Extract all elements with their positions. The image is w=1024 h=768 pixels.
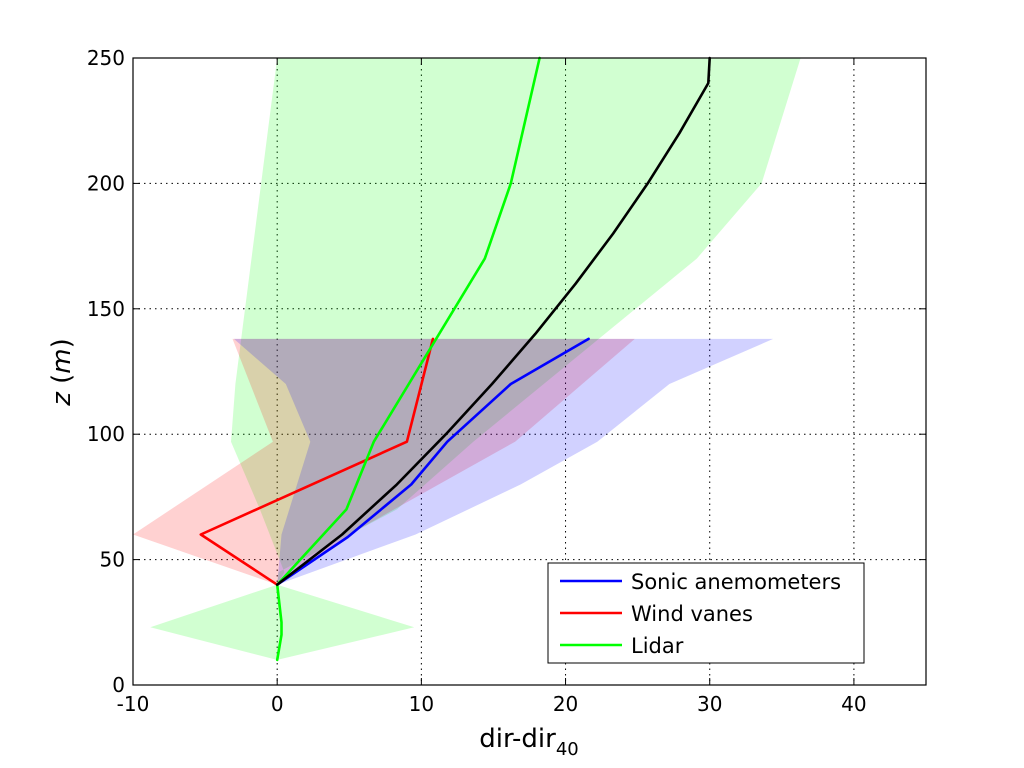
wind-vanes-legend-label: Wind vanes: [631, 602, 753, 626]
y-tick-label: 0: [112, 673, 125, 697]
lidar-band: [150, 58, 801, 660]
y-tick-label: 200: [87, 171, 125, 195]
x-axis-title-main: dir-dir: [479, 724, 556, 754]
y-tick-label: 250: [87, 46, 125, 70]
wind-vanes-band: [133, 338, 635, 585]
x-tick-label: 10: [409, 692, 434, 716]
wind-vanes-line: [199, 337, 435, 587]
x-axis-title-subscript: 40: [556, 739, 579, 760]
x-tick-label: 30: [697, 692, 722, 716]
y-tick-label: 150: [87, 297, 125, 321]
sonic-anemometers-line: [275, 337, 590, 587]
y-axis-title: z (m): [47, 338, 77, 407]
x-tick-label: 20: [553, 692, 578, 716]
plot-frame: [132, 57, 927, 686]
confidence-bands: [133, 58, 801, 660]
data-lines: [199, 56, 712, 662]
grid-lines: [133, 58, 926, 685]
y-axis-title-unit: m: [47, 348, 77, 373]
lidar-line: [275, 56, 541, 662]
x-tick-label: -10: [117, 692, 150, 716]
sonic-anemometers-band: [233, 338, 774, 585]
x-tick-label: 40: [841, 692, 866, 716]
legend: Sonic anemometers Wind vanes Lidar: [547, 562, 865, 664]
x-axis-title: dir-dir40: [479, 724, 578, 760]
y-tick-label: 100: [87, 422, 125, 446]
y-tick-label: 50: [100, 548, 125, 572]
x-tick-label: 0: [271, 692, 284, 716]
lidar-legend-label: Lidar: [631, 634, 684, 658]
model-line: [275, 56, 712, 587]
sonic-anemometers-legend-label: Sonic anemometers: [631, 570, 841, 594]
y-axis-title-var: z: [47, 391, 77, 407]
y-axis-title-paren-open: (: [47, 374, 77, 392]
y-axis-title-paren-close: ): [47, 338, 77, 348]
